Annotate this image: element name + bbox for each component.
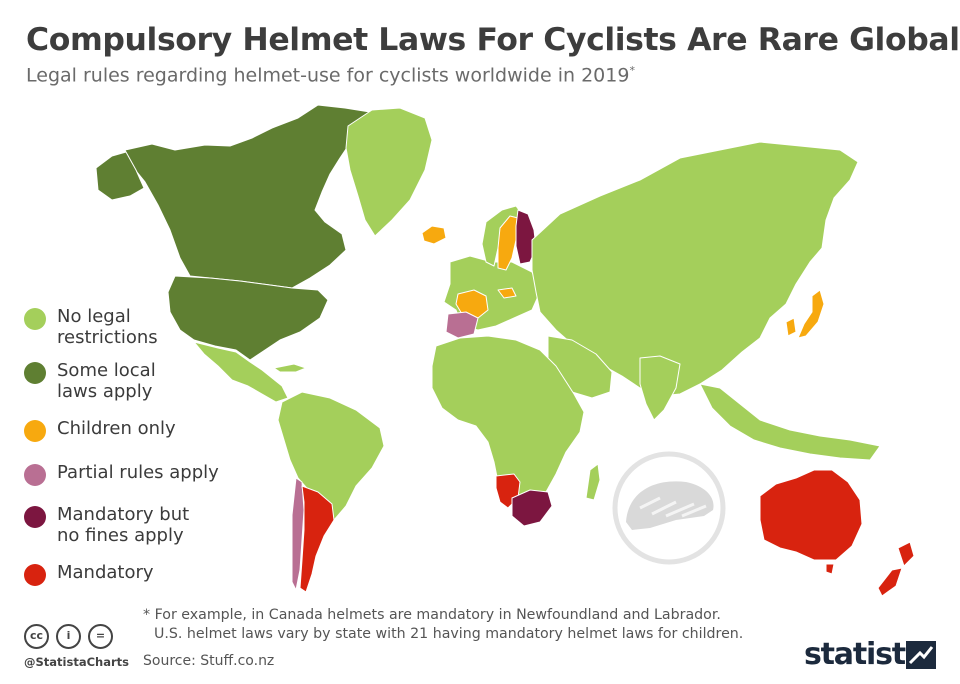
statista-logo-text[interactable]: statista	[804, 637, 925, 672]
legend-swatch	[24, 464, 46, 486]
legend-label: Mandatory	[57, 562, 154, 583]
legend-label: Partial rules apply	[57, 462, 219, 483]
iceland	[421, 225, 447, 245]
sweden	[497, 215, 519, 271]
social-handle[interactable]: @StatistaCharts	[24, 655, 129, 669]
legend-label: No legal restrictions	[57, 306, 158, 348]
legend-swatch	[24, 362, 46, 384]
attribution-icon[interactable]: i	[56, 624, 81, 649]
mexico-central-america	[193, 341, 289, 403]
world-map	[0, 96, 960, 616]
australia	[759, 469, 863, 561]
legend-swatch	[24, 420, 46, 442]
france	[455, 289, 489, 319]
finland	[515, 209, 537, 265]
legend-item-no-legal: No legal restrictions	[24, 306, 254, 360]
southeast-asia	[699, 383, 881, 461]
statista-logo-icon[interactable]	[906, 641, 936, 669]
footnote-line-2: U.S. helmet laws vary by state with 21 h…	[154, 626, 744, 642]
helmet-icon	[612, 451, 726, 565]
tasmania	[825, 563, 835, 575]
legend-item-partial: Partial rules apply	[24, 462, 254, 504]
subtitle-text: Legal rules regarding helmet-use for cyc…	[26, 64, 630, 87]
legend-item-mandatory: Mandatory	[24, 562, 254, 588]
subtitle-footnote-mark: *	[629, 64, 635, 77]
spain	[445, 311, 479, 339]
madagascar	[585, 463, 601, 501]
canada	[124, 104, 371, 289]
map-legend: No legal restrictions Some local laws ap…	[24, 306, 254, 588]
legend-swatch	[24, 564, 46, 586]
source-note: Source: Stuff.co.nz	[143, 653, 275, 669]
japan	[797, 289, 825, 339]
legend-item-mandatory-no-fines: Mandatory but no fines apply	[24, 504, 254, 562]
legend-swatch	[24, 308, 46, 330]
legend-label: Mandatory but no fines apply	[57, 504, 190, 546]
alaska	[95, 151, 145, 201]
united-states	[167, 275, 329, 361]
creative-commons-icon[interactable]: cc	[24, 624, 49, 649]
footnote: * For example, in Canada helmets are man…	[143, 606, 743, 644]
legend-item-children-only: Children only	[24, 418, 254, 462]
footnote-line-1: * For example, in Canada helmets are man…	[143, 607, 721, 623]
argentina	[299, 485, 335, 593]
legend-item-local-laws: Some local laws apply	[24, 360, 254, 418]
no-derivatives-icon[interactable]: =	[88, 624, 113, 649]
new-zealand	[877, 541, 915, 597]
greenland	[345, 107, 433, 237]
chart-subtitle: Legal rules regarding helmet-use for cyc…	[26, 64, 635, 86]
legend-swatch	[24, 506, 46, 528]
austria	[497, 287, 517, 299]
legend-label: Some local laws apply	[57, 360, 156, 402]
india	[639, 355, 681, 421]
caribbean	[273, 363, 307, 373]
south-africa	[511, 489, 553, 527]
south-korea	[785, 317, 797, 337]
chart-title: Compulsory Helmet Laws For Cyclists Are …	[26, 22, 960, 58]
south-america	[277, 391, 385, 521]
legend-label: Children only	[57, 418, 176, 439]
